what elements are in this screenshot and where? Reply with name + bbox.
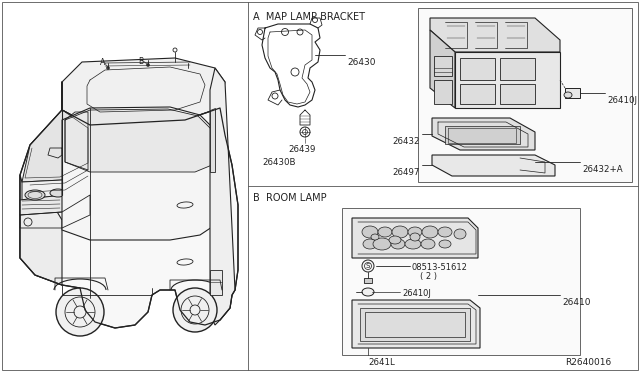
Text: S: S (365, 263, 369, 269)
Polygon shape (22, 110, 90, 182)
Ellipse shape (410, 233, 420, 241)
Polygon shape (65, 109, 212, 172)
Polygon shape (352, 218, 478, 258)
Ellipse shape (363, 239, 377, 249)
Polygon shape (352, 300, 480, 348)
Bar (418, 8, 632, 182)
Bar (434, 56, 452, 76)
Bar (365, 312, 465, 337)
Ellipse shape (378, 227, 392, 237)
Text: R2640016: R2640016 (565, 358, 611, 367)
Text: 08513-51612: 08513-51612 (412, 263, 468, 272)
Polygon shape (432, 155, 555, 176)
Polygon shape (455, 52, 560, 108)
Circle shape (56, 288, 104, 336)
Ellipse shape (408, 227, 422, 237)
Bar (460, 84, 495, 104)
Circle shape (173, 288, 217, 332)
Text: 26432+A: 26432+A (582, 165, 623, 174)
Text: B: B (138, 57, 143, 66)
Circle shape (106, 67, 109, 70)
Text: A  MAP LAMP BRACKET: A MAP LAMP BRACKET (253, 12, 365, 22)
Bar (342, 208, 580, 355)
Circle shape (147, 64, 150, 67)
Bar (434, 80, 452, 104)
Text: 26439: 26439 (288, 145, 316, 154)
Text: 26432: 26432 (392, 137, 420, 146)
Text: 26410J: 26410J (607, 96, 637, 105)
Polygon shape (20, 178, 90, 215)
Bar (565, 88, 580, 98)
Text: 26430: 26430 (347, 58, 376, 67)
Polygon shape (62, 107, 215, 240)
Polygon shape (62, 58, 225, 125)
Bar (364, 278, 372, 283)
Ellipse shape (25, 190, 45, 200)
Ellipse shape (405, 239, 421, 249)
Bar (360, 308, 470, 341)
Polygon shape (22, 165, 90, 200)
Ellipse shape (362, 226, 378, 238)
Ellipse shape (371, 234, 379, 240)
Ellipse shape (362, 288, 374, 296)
Ellipse shape (454, 229, 466, 239)
Ellipse shape (50, 189, 66, 197)
Text: 26410: 26410 (562, 298, 591, 307)
Text: B  ROOM LAMP: B ROOM LAMP (253, 193, 326, 203)
Polygon shape (430, 30, 455, 108)
Circle shape (362, 260, 374, 272)
Ellipse shape (564, 92, 572, 98)
Ellipse shape (438, 227, 452, 237)
Ellipse shape (373, 238, 391, 250)
Polygon shape (210, 108, 215, 172)
Ellipse shape (439, 240, 451, 248)
Text: ( 2 ): ( 2 ) (420, 272, 437, 281)
Bar (445, 126, 520, 144)
Polygon shape (20, 175, 62, 285)
Bar (460, 58, 495, 80)
Bar (500, 84, 535, 104)
Text: A: A (100, 58, 105, 67)
Text: 26497: 26497 (392, 168, 420, 177)
Ellipse shape (421, 239, 435, 249)
Text: 26430B: 26430B (262, 158, 296, 167)
Ellipse shape (392, 226, 408, 238)
Polygon shape (432, 118, 535, 150)
Ellipse shape (422, 226, 438, 238)
Text: 2641L: 2641L (368, 358, 395, 367)
Polygon shape (210, 68, 235, 325)
Bar (210, 270, 222, 295)
Bar (500, 58, 535, 80)
Ellipse shape (389, 236, 401, 244)
Ellipse shape (391, 239, 405, 249)
Polygon shape (430, 18, 560, 52)
Polygon shape (20, 82, 238, 328)
Text: 26410J: 26410J (402, 289, 431, 298)
